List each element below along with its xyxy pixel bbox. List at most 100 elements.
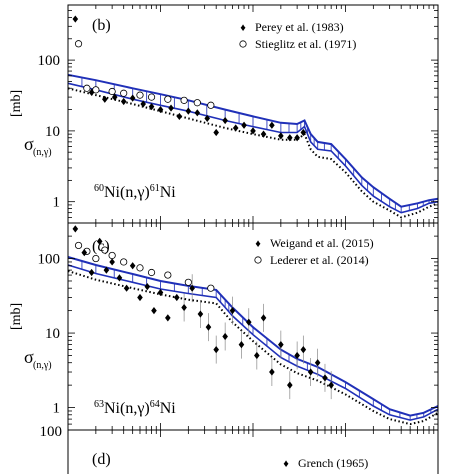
panel-b-diamond-point [88,88,95,96]
panel-c-label: (c) [92,238,110,255]
panel-b-legend-marker-0: ♦ [240,22,246,34]
panel-b-diamond-point [300,128,307,137]
panel-c-diamond-point [322,374,328,382]
panel-b-plot-area [67,15,439,219]
panel-c-diamond-point [151,307,157,315]
panel-b-diamond-point [278,132,284,140]
panel-b-diamond-point [185,107,192,115]
panel-c-diamond-point [189,284,195,292]
panel-d-legend-label-0: Grench (1965) [298,456,368,470]
panel-c-yticks: 1 10 100 [38,222,438,431]
panel-b-legend: ♦ Perey et al. (1983) Stieglitz et al. (… [239,20,356,51]
panel-c-diamond-point [229,307,236,315]
panel-c-diamond-point [197,310,204,318]
panel-c-diamond-point [72,225,79,233]
panel-c-diamond-point [300,345,307,354]
panel-c-diamond-point [129,262,136,270]
panel-c-legend-label-0: Weigand et al. (2015) [270,236,374,250]
panel-c-open-circle-point [147,268,156,277]
panel-c-ylabel-sub: (n,γ) [33,360,52,371]
panel-b-legend-label-0: Perey et al. (1983) [255,20,344,34]
panel-c-open-circle-point [92,254,100,263]
panel-b-open-circle-point [92,86,100,94]
panel-c-xticks [67,223,435,430]
panel-c-diamond-point [328,381,334,389]
panel-b-diamond-point [269,121,275,129]
panel-b-open-circle-point [136,91,144,99]
panel-b-diamond-point [120,97,127,106]
panel-b-diamond-point [294,134,300,142]
panel-b-ytick-label: 1 [53,195,61,211]
panel-c-diamond-point [144,283,151,291]
panel-c-diamond-point [181,303,187,312]
panel-c-diamond-point [260,314,267,322]
panel-b-diamond-point [194,109,201,117]
panel-c-diamond-point [238,341,245,349]
panel-b-model-dotted-line [67,87,439,219]
panel-b: (b) ♦ Perey et al. (1983) Stieglitz et a… [9,4,439,224]
panel-b-open-circle-point [74,40,83,48]
panel-b-ylabel-sub: (n,γ) [33,147,52,158]
panel-b-diamond-point [260,130,267,138]
panel-b-diamond-point [250,127,256,135]
panel-b-label: (b) [92,17,111,34]
panel-c-diamond-point [245,318,252,326]
panel-c-model-upper-line [67,256,439,417]
panel-b-diamond-point [241,121,247,129]
panel-b-diamond-point [102,95,108,103]
panel-c-ylabel-main: σ [24,347,34,367]
panel-c-diamond-point [307,368,314,376]
panel-d-legend-marker-0: ♦ [283,458,289,470]
panel-b-diamond-point [129,94,136,102]
panel-c-diamond-point [123,284,130,292]
panel-c-ylabel: σ (n,γ) [mb] [9,303,52,371]
panel-c-open-circle-point [101,246,109,254]
panel-c-diamond-point [254,351,260,360]
panel-b-ytick-label: 100 [38,53,61,69]
panel-b-open-circle-point [207,101,215,109]
panel-b-diamond-point [72,15,79,23]
panel-c-open-circle-point [120,258,128,266]
panel-d: (d) 100 ♦ Grench (1965) [40,424,439,474]
panel-c-legend-marker-0: ♦ [255,238,261,250]
panel-b-diamond-point [157,105,164,114]
panel-b-diamond-point [176,112,183,121]
panel-c-diamond-point [314,359,321,367]
panel-c-diamond-point [287,381,293,389]
panel-b-ylabel-main: σ [24,134,34,154]
panel-b-open-circle-point [193,99,201,107]
panel-c-open-circle-point [184,278,192,286]
panel-b-open-circle-point [147,93,156,101]
panel-b-diamond-point [111,93,118,101]
panel-c-diamond-point [213,345,219,354]
panel-b-diamond-point [148,103,155,111]
panel-b-open-circle-point [83,84,91,92]
panel-c-diamond-point [278,341,284,349]
panel-c-diamond-point [109,258,115,266]
panel-d-ytick-label: 100 [40,424,63,440]
panel-b-open-circle-point [164,95,172,103]
panel-c: (c) ♦ Weigand et al. (2015) Lederer et a… [9,222,439,431]
panel-c-diamond-point [96,237,103,245]
panel-b-legend-label-1: Stieglitz et al. (1971) [255,37,356,51]
panel-c-open-circle-point [136,264,144,272]
panel-b-diamond-point [213,128,219,137]
panel-b-diamond-point [140,100,146,108]
panel-c-diamond-point [103,266,110,274]
panel-c-diamond-point [88,268,95,277]
panel-c-ytick-label: 100 [38,252,61,268]
panel-c-legend: ♦ Weigand et al. (2015) Lederer et al. (… [254,236,374,267]
panel-c-diamond-point [165,314,171,322]
panel-c-ylabel-unit: [mb] [9,303,24,330]
panel-b-diamond-point [232,124,239,132]
panel-b-diamond-point [168,104,174,112]
panel-c-diamond-point [116,274,123,282]
panel-c-open-circle-point [108,251,116,260]
panel-c-legend-marker-1 [254,256,262,264]
panel-c-diamond-point [81,249,88,257]
panel-c-open-circle-point [164,271,172,279]
panel-b-reaction-label: 60Ni(n,γ)61Ni [94,183,176,201]
panel-c-open-circle-point [74,241,83,250]
panel-b-ylabel-unit: [mb] [9,90,24,117]
